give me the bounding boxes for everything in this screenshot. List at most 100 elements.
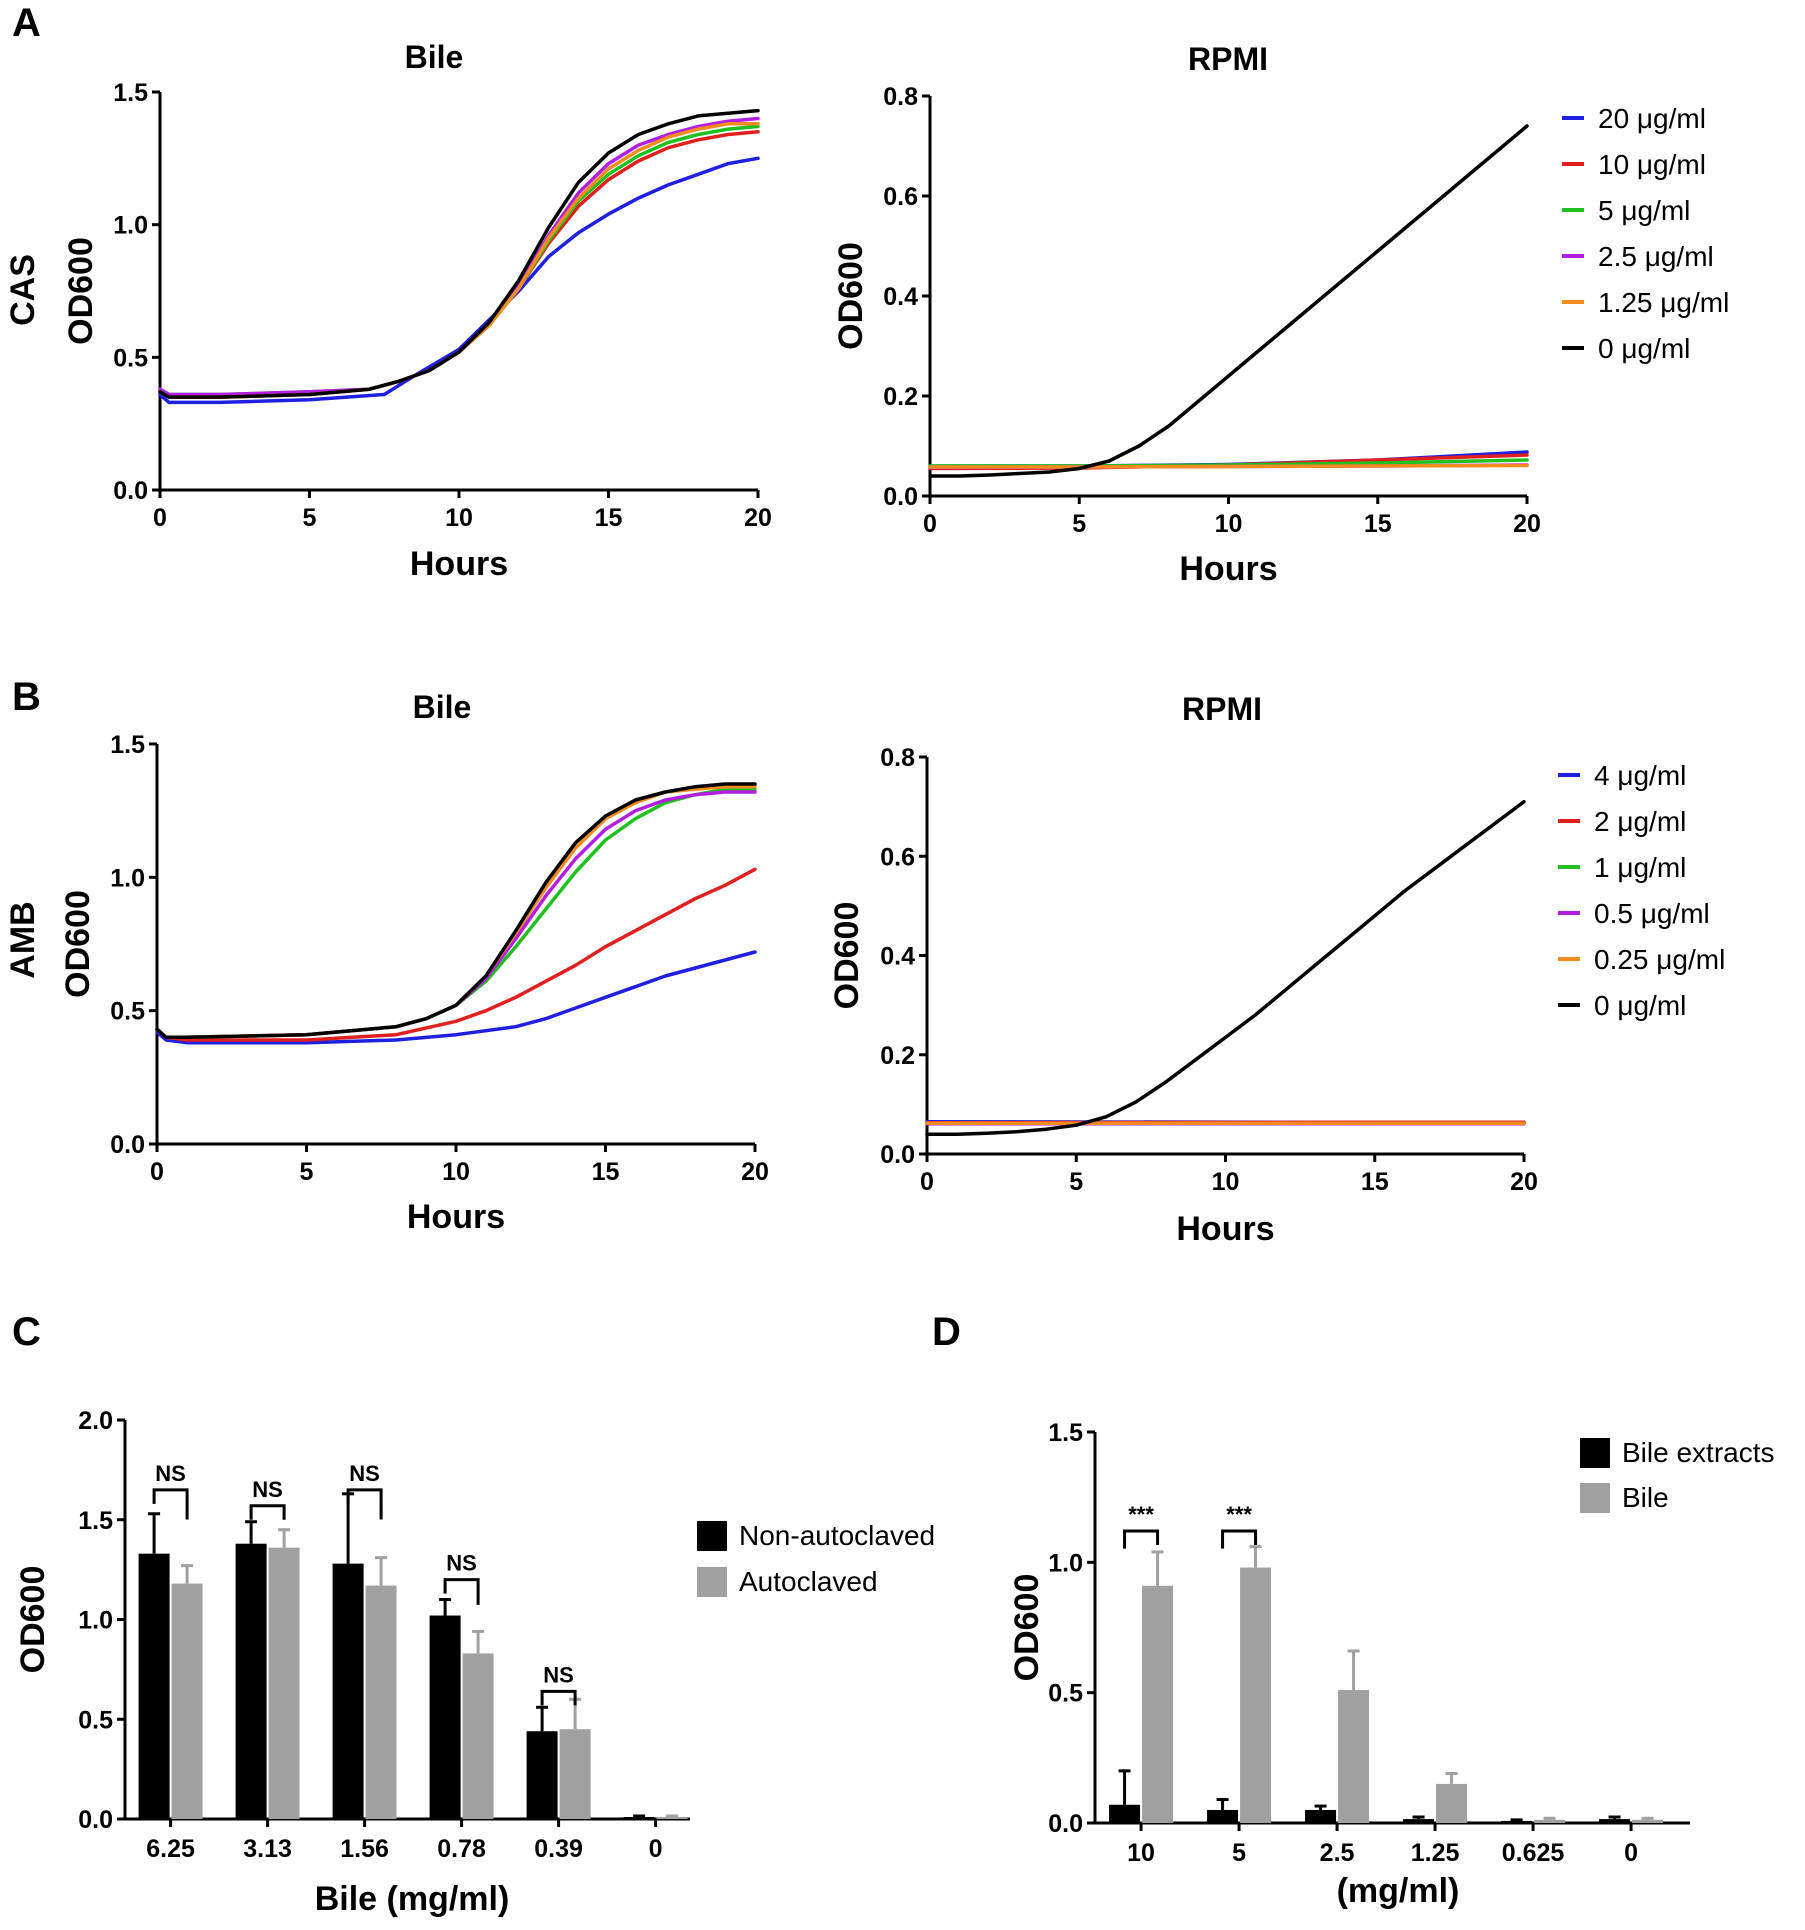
chart-D-significance-bracket <box>1221 1529 1258 1549</box>
A-rpmi-legend-label: 1.25 μg/ml <box>1598 287 1729 318</box>
A-bile-x-tick-label: 0 <box>153 504 167 532</box>
chart-D-bar <box>1501 1820 1533 1823</box>
B-rpmi-y-tick-label: 0.2 <box>880 1042 915 1070</box>
chart-C-significance-bracket <box>443 1578 480 1605</box>
chart-C-bar <box>332 1563 364 1819</box>
chart-C-y-tick-label: 0.5 <box>78 1706 113 1734</box>
chart-D-significance-label: *** <box>1226 1502 1252 1527</box>
A-rpmi-x-tick-label: 5 <box>1072 510 1086 538</box>
chart-C-legend-swatch <box>697 1567 727 1597</box>
B-rpmi-y-tick-label: 0.6 <box>880 843 915 871</box>
B-bile-y-tick-label: 0.0 <box>110 1131 145 1159</box>
chart-D-legend-swatch <box>1580 1438 1610 1468</box>
B-bile-x-tick-label: 0 <box>150 1158 164 1186</box>
chart-C-significance-label: NS <box>446 1551 477 1576</box>
chart-D-legend-label: Bile extracts <box>1622 1437 1775 1468</box>
B-bile-series-line-4 <box>155 784 757 1040</box>
chart-D-bar <box>1632 1819 1664 1823</box>
panel-letter-a: A <box>12 1 41 45</box>
A-rpmi-y-axis-label: OD600 <box>832 242 870 350</box>
A-bile-x-tick-label: 10 <box>445 504 473 532</box>
A-bile-series-line-0 <box>158 156 760 405</box>
B-bile-y-axis-label: OD600 <box>59 890 97 998</box>
chart-D-bar <box>1142 1585 1174 1823</box>
B-rpmi-y-axis-label: OD600 <box>828 902 866 1010</box>
chart-C-y-tick-label: 1.5 <box>78 1507 113 1535</box>
A-bile-y-tick-label: 0.0 <box>113 477 148 505</box>
chart-C-x-tick-label: 1.56 <box>340 1835 389 1863</box>
chart-C-bar <box>235 1543 267 1819</box>
chart-C-bar <box>171 1583 203 1819</box>
chart-C-bar <box>526 1731 558 1819</box>
chart-D-x-tick-label: 0 <box>1624 1839 1638 1867</box>
chart-D-x-axis-label: (mg/ml) <box>1337 1872 1460 1910</box>
chart-D-y-tick-label: 1.5 <box>1048 1419 1083 1447</box>
A-bile-y-tick-label: 1.5 <box>113 79 148 107</box>
B-rpmi-legend-label: 0 μg/ml <box>1594 990 1686 1021</box>
row-label-amb: AMB <box>4 901 42 978</box>
B-bile-y-tick-label: 1.0 <box>110 864 145 892</box>
B-rpmi-legend-label: 4 μg/ml <box>1594 760 1686 791</box>
chart-C-bar <box>429 1615 461 1819</box>
A-rpmi-y-tick-label: 0.8 <box>883 83 918 111</box>
chart-C-significance-label: NS <box>543 1662 574 1687</box>
chart-C-x-tick-label: 0.78 <box>437 1835 486 1863</box>
A-bile-y-tick-label: 1.0 <box>113 212 148 240</box>
chart-C-significance-bracket <box>540 1689 577 1706</box>
B-bile-y-tick-label: 0.5 <box>110 998 145 1026</box>
chart-C-bar <box>462 1653 494 1819</box>
A-bile-x-tick-label: 15 <box>595 504 623 532</box>
B-rpmi-x-tick-label: 5 <box>1069 1168 1083 1196</box>
chart-C-y-tick-label: 0.0 <box>78 1806 113 1834</box>
A-bile-series-line-2 <box>158 124 760 397</box>
chart-D-x-tick-label: 1.25 <box>1411 1839 1460 1867</box>
B-rpmi-y-tick-label: 0.0 <box>880 1141 915 1169</box>
chart-C-significance-bracket <box>152 1488 189 1520</box>
B-bile-x-tick-label: 10 <box>442 1158 470 1186</box>
B-bile-x-tick-label: 15 <box>592 1158 620 1186</box>
chart-C-y-tick-label: 2.0 <box>78 1407 113 1435</box>
A-rpmi-x-tick-label: 20 <box>1513 510 1541 538</box>
A-bile-x-tick-label: 20 <box>744 504 772 532</box>
A-rpmi-series-line-4 <box>928 463 1529 469</box>
row-label-cas: CAS <box>4 254 42 326</box>
chart-D-bar <box>1534 1819 1566 1823</box>
chart-D-significance-bracket <box>1123 1529 1160 1549</box>
chart-C-significance-label: NS <box>252 1477 283 1502</box>
chart-C-legend-label: Non-autoclaved <box>739 1520 935 1551</box>
A-rpmi-legend-label: 20 μg/ml <box>1598 103 1706 134</box>
panel-letter-c: C <box>12 1310 41 1354</box>
B-rpmi-legend-label: 2 μg/ml <box>1594 806 1686 837</box>
A-rpmi-y-tick-label: 0.6 <box>883 183 918 211</box>
chart-C-bar <box>656 1817 688 1819</box>
chart-C-x-tick-label: 6.25 <box>146 1835 195 1863</box>
chart-b-rpmi-title: RPMI <box>1182 691 1262 727</box>
chart-C-significance-label: NS <box>155 1461 186 1486</box>
B-rpmi-series-line-5 <box>925 799 1526 1136</box>
chart-D-x-tick-label: 10 <box>1127 1839 1155 1867</box>
chart-C-legend-label: Autoclaved <box>739 1566 878 1597</box>
B-rpmi-legend-label: 0.25 μg/ml <box>1594 944 1725 975</box>
chart-D-y-tick-label: 0.0 <box>1048 1810 1083 1838</box>
chart-C-bar <box>138 1553 170 1819</box>
B-rpmi-x-axis-label: Hours <box>1176 1210 1274 1248</box>
chart-C-bar <box>623 1817 655 1819</box>
chart-C-x-tick-label: 0 <box>649 1835 663 1863</box>
B-rpmi-legend-label: 1 μg/ml <box>1594 852 1686 883</box>
B-bile-x-tick-label: 20 <box>741 1158 769 1186</box>
B-bile-x-axis-label: Hours <box>407 1198 505 1236</box>
chart-C-significance-bracket <box>346 1488 383 1520</box>
chart-a-rpmi-title: RPMI <box>1188 41 1268 77</box>
chart-D-legend-label: Bile <box>1622 1482 1669 1513</box>
B-rpmi-x-tick-label: 0 <box>920 1168 934 1196</box>
chart-D-bar <box>1207 1809 1239 1823</box>
B-rpmi-legend-label: 0.5 μg/ml <box>1594 898 1710 929</box>
chart-a-bile-title: Bile <box>405 39 464 75</box>
A-rpmi-legend-label: 0 μg/ml <box>1598 333 1690 364</box>
chart-D-y-tick-label: 1.0 <box>1048 1549 1083 1577</box>
B-rpmi-x-tick-label: 15 <box>1361 1168 1389 1196</box>
B-rpmi-y-tick-label: 0.8 <box>880 744 915 772</box>
chart-D-x-tick-label: 5 <box>1232 1839 1246 1867</box>
B-bile-series-line-1 <box>155 867 757 1042</box>
